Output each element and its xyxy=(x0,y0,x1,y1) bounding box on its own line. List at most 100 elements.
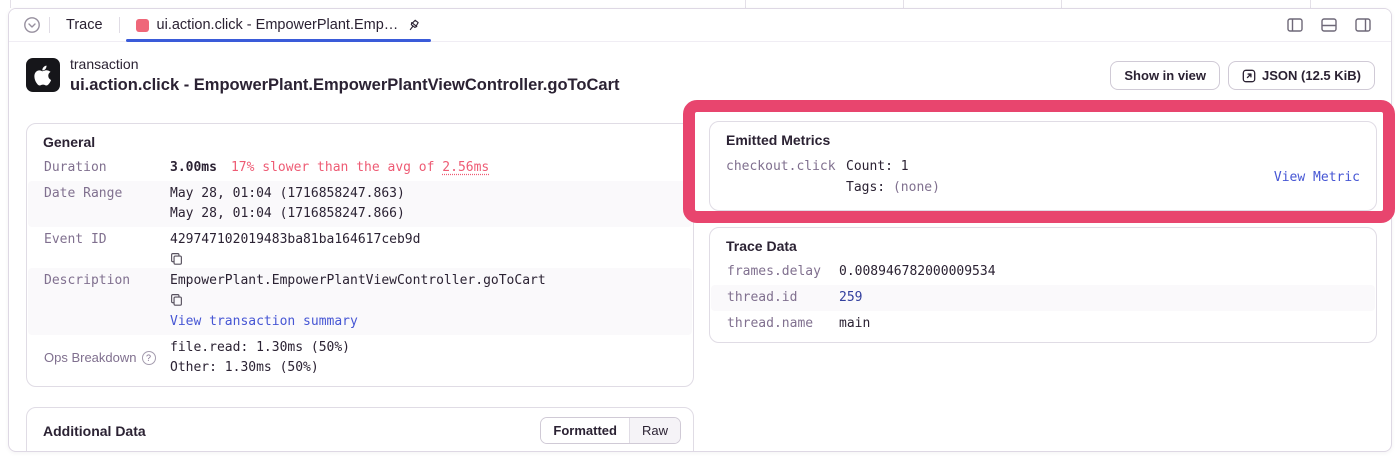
chevron-down-circle-icon xyxy=(23,16,41,34)
layout-dock-bottom-button[interactable] xyxy=(1317,14,1341,36)
description-value: EmpowerPlant.EmpowerPlantViewController.… xyxy=(170,273,546,288)
description-value-wrap: EmpowerPlant.EmpowerPlantViewController.… xyxy=(170,271,551,332)
transaction-type-icon xyxy=(135,18,149,32)
ops-breakdown-line1: file.read: 1.30ms (50%) xyxy=(170,340,351,355)
metric-name: checkout.click xyxy=(726,159,836,174)
description-key: Description xyxy=(44,273,131,288)
frames-delay-value: 0.008946782000009534 xyxy=(839,264,996,279)
duration-key: Duration xyxy=(44,160,107,175)
event-titles: transaction ui.action.click - EmpowerPla… xyxy=(70,55,620,97)
spacer xyxy=(709,211,1377,227)
row-thread-id: thread.id 259 xyxy=(711,285,1375,311)
event-header: transaction ui.action.click - EmpowerPla… xyxy=(26,55,1375,97)
date-range-start: May 28, 01:04 (1716858247.863) xyxy=(170,186,405,201)
header-actions: Show in view JSON (12.5 KiB) xyxy=(1110,61,1375,90)
row-frames-delay: frames.delay 0.008946782000009534 xyxy=(28,450,692,451)
formatted-toggle-button[interactable]: Formatted xyxy=(541,418,630,443)
thread-name-key: thread.name xyxy=(727,316,814,331)
collapse-drawer-button[interactable] xyxy=(19,12,45,38)
layout-dock-left-button[interactable] xyxy=(1283,14,1307,36)
tab-transaction-active[interactable]: ui.action.click - EmpowerPlant.Emp… xyxy=(124,9,434,42)
metric-tags-value: (none) xyxy=(892,180,940,195)
date-range-end: May 28, 01:04 (1716858247.866) xyxy=(170,206,405,221)
row-duration: Duration 3.00ms 17% slower than the avg o… xyxy=(28,155,692,181)
pin-icon[interactable] xyxy=(406,18,421,33)
json-download-button[interactable]: JSON (12.5 KiB) xyxy=(1228,61,1375,90)
event-id-key: Event ID xyxy=(44,232,107,247)
apple-platform-icon xyxy=(26,58,60,92)
metric-tags-label: Tags: xyxy=(846,180,893,195)
metric-details: Count: 1 Tags: (none) xyxy=(846,156,940,198)
tab-divider xyxy=(118,17,120,33)
json-button-label: JSON (12.5 KiB) xyxy=(1262,68,1361,83)
background-table-strip xyxy=(0,0,1400,8)
view-metric-link[interactable]: View Metric xyxy=(1273,169,1360,185)
general-panel: General Duration 3.00ms 17% slower than t… xyxy=(26,123,694,387)
table-column-divider xyxy=(1061,0,1062,8)
duration-value: 3.00ms 17% slower than the avg of 2.56ms xyxy=(170,158,489,178)
layout-right-icon xyxy=(1355,18,1371,32)
layout-bottom-icon xyxy=(1321,18,1337,32)
drawer-tab-bar: Trace ui.action.click - EmpowerPlant.Emp… xyxy=(9,9,1391,42)
slow-note-text: 17% slower than the avg of xyxy=(230,160,443,175)
thread-name-value: main xyxy=(839,316,871,331)
ops-breakdown-key: Ops Breakdown ? xyxy=(44,348,170,368)
tab-transaction-label: ui.action.click - EmpowerPlant.Emp… xyxy=(156,17,399,33)
thread-id-value: 259 xyxy=(839,290,863,305)
event-id-value-wrap: 429747102019483ba81ba164617ceb9d xyxy=(170,230,425,265)
table-column-divider xyxy=(10,0,11,8)
tab-trace[interactable]: Trace xyxy=(54,9,115,41)
metric-tags-line: Tags: (none) xyxy=(846,177,940,198)
ops-breakdown-label: Ops Breakdown xyxy=(44,350,137,365)
ops-breakdown-line2: Other: 1.30ms (50%) xyxy=(170,360,319,375)
row-date-range: Date Range May 28, 01:04 (1716858247.863… xyxy=(28,181,692,227)
thread-id-key: thread.id xyxy=(727,290,798,305)
event-id-value: 429747102019483ba81ba164617ceb9d xyxy=(170,232,421,247)
tab-trace-label: Trace xyxy=(66,17,103,33)
format-toggle: Formatted Raw xyxy=(540,417,681,444)
view-transaction-summary-link[interactable]: View transaction summary xyxy=(170,314,358,329)
date-range-value: May 28, 01:04 (1716858247.863) May 28, 0… xyxy=(170,184,405,224)
avg-duration-value[interactable]: 2.56ms xyxy=(442,160,490,175)
row-ops-breakdown: Ops Breakdown ? file.read: 1.30ms (50%) … xyxy=(28,335,692,381)
description-line: EmpowerPlant.EmpowerPlantViewController.… xyxy=(170,271,551,306)
layout-dock-right-button[interactable] xyxy=(1351,14,1375,36)
layout-left-icon xyxy=(1287,18,1303,32)
raw-toggle-button[interactable]: Raw xyxy=(629,418,680,443)
left-column: General Duration 3.00ms 17% slower than t… xyxy=(26,123,694,451)
event-title: ui.action.click - EmpowerPlant.EmpowerPl… xyxy=(70,76,620,94)
show-in-view-label: Show in view xyxy=(1124,68,1207,83)
duration-slow-note: 17% slower than the avg of 2.56ms xyxy=(231,160,489,175)
open-external-icon xyxy=(1242,69,1256,83)
trace-data-title: Trace Data xyxy=(726,238,797,254)
copy-icon[interactable] xyxy=(170,252,425,265)
view-metric-link-wrap: View Metric xyxy=(1274,167,1360,188)
emitted-metrics-card: Emitted Metrics checkout.click Count: 1 … xyxy=(709,121,1377,211)
trace-detail-drawer: Trace ui.action.click - EmpowerPlant.Emp… xyxy=(8,8,1392,452)
emitted-metrics-title: Emitted Metrics xyxy=(726,132,831,148)
general-panel-title: General xyxy=(43,134,96,150)
table-column-divider xyxy=(745,0,746,8)
duration-number: 3.00ms xyxy=(170,160,217,175)
date-range-key: Date Range xyxy=(44,186,123,201)
spacer xyxy=(26,387,694,407)
additional-data-title: Additional Data xyxy=(43,422,146,439)
row-event-id: Event ID 429747102019483ba81ba164617ceb9… xyxy=(28,227,692,268)
row-frames-delay: frames.delay 0.008946782000009534 xyxy=(711,259,1375,285)
additional-data-header: Additional Data Formatted Raw xyxy=(27,408,693,450)
tab-divider xyxy=(49,17,50,33)
emitted-metric-row: checkout.click Count: 1 Tags: (none) Vie… xyxy=(726,156,1360,198)
row-description: Description EmpowerPlant.EmpowerPlantVie… xyxy=(28,268,692,335)
layout-toggle-group xyxy=(1283,14,1381,36)
trace-data-panel: Trace Data frames.delay 0.00894678200000… xyxy=(709,227,1377,343)
event-type-label: transaction xyxy=(70,56,139,72)
ops-breakdown-value: file.read: 1.30ms (50%) Other: 1.30ms (5… xyxy=(170,338,350,378)
help-icon[interactable]: ? xyxy=(141,351,156,365)
additional-data-panel: Additional Data Formatted Raw frames.del… xyxy=(26,407,694,451)
row-thread-name: thread.name main xyxy=(711,311,1375,337)
show-in-view-button[interactable]: Show in view xyxy=(1110,61,1221,90)
frames-delay-key: frames.delay xyxy=(727,264,821,279)
metric-count-line: Count: 1 xyxy=(846,159,909,174)
copy-icon[interactable] xyxy=(170,293,551,306)
table-column-divider xyxy=(1310,0,1311,8)
